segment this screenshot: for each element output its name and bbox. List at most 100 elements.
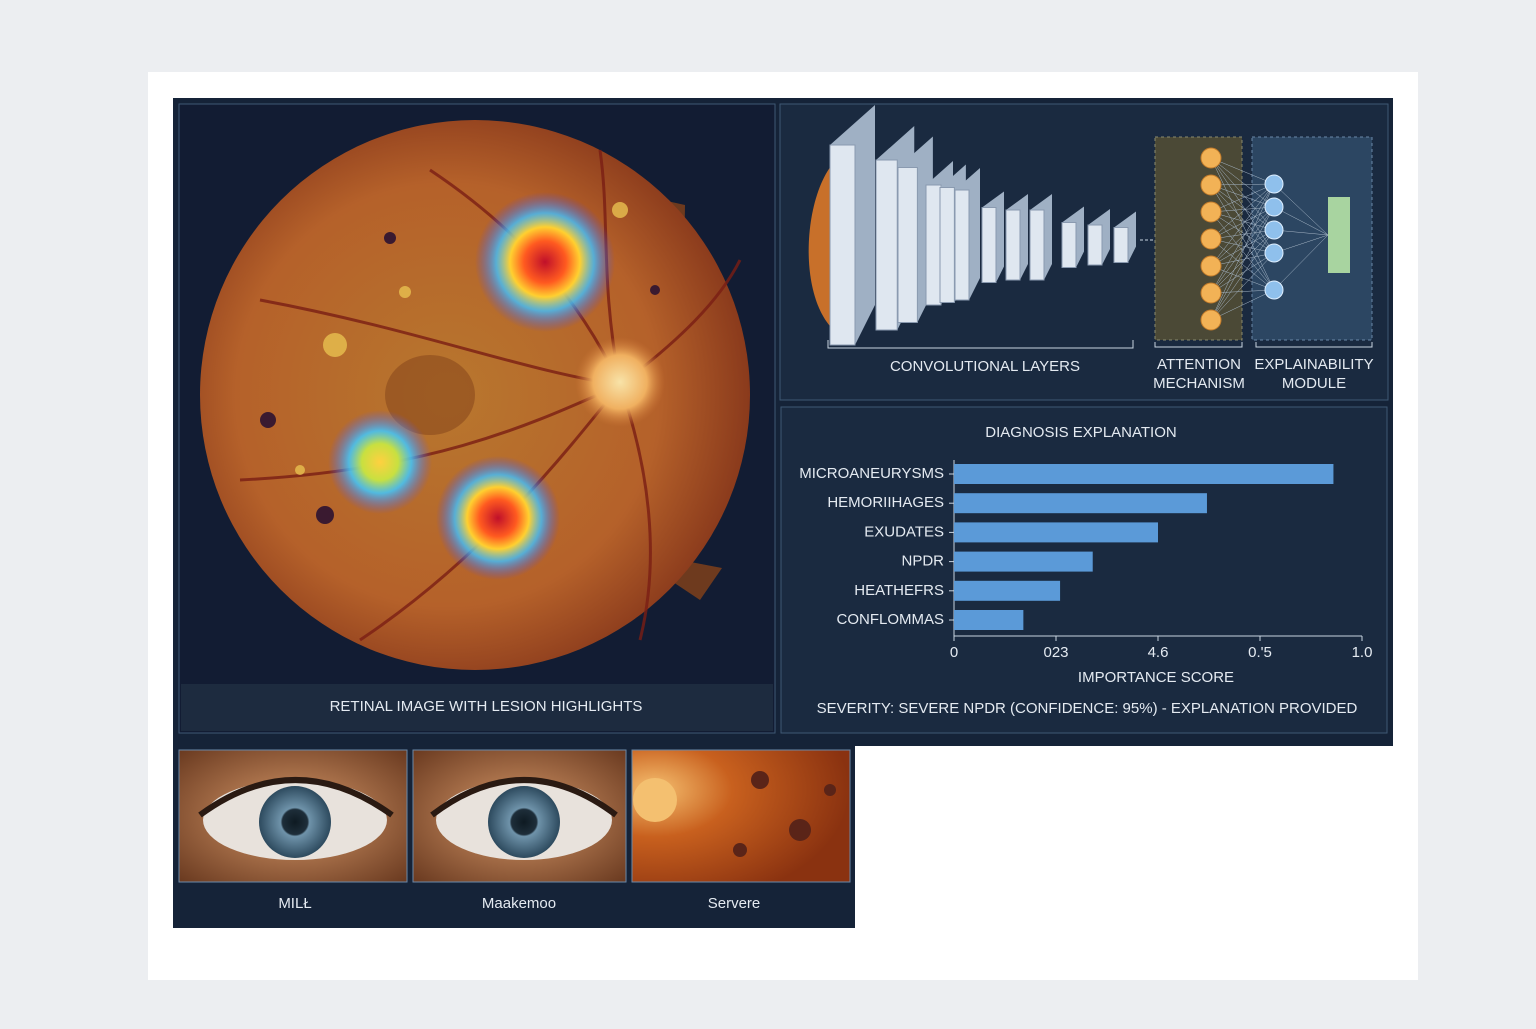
- edge: [1210, 183, 1275, 213]
- exudates: [295, 202, 628, 475]
- slab: [1061, 222, 1077, 268]
- edge: [1210, 183, 1275, 267]
- node: [1264, 220, 1284, 240]
- iris: [259, 786, 331, 858]
- node: [1200, 174, 1222, 196]
- y-tick-label: NPDR: [901, 553, 944, 570]
- explain-label: MODULE: [1282, 375, 1346, 392]
- attention-box: [1154, 136, 1243, 341]
- edge: [1273, 183, 1329, 236]
- slab: [1029, 209, 1045, 281]
- edge: [1210, 206, 1275, 294]
- edge: [1210, 157, 1275, 208]
- bracket: [827, 340, 1134, 349]
- slab: [1005, 209, 1021, 281]
- bar: [954, 464, 1334, 484]
- node: [1200, 201, 1222, 223]
- node: [1200, 147, 1222, 169]
- y-tick-label: EXUDATES: [864, 523, 944, 540]
- bar: [954, 580, 1061, 601]
- explain-box: [1251, 136, 1373, 341]
- edge: [1210, 206, 1275, 213]
- edge: [1210, 289, 1275, 294]
- bracket: [1154, 342, 1243, 348]
- conv-label: CONVOLUTIONAL LAYERS: [890, 358, 1080, 375]
- edge: [1210, 206, 1275, 267]
- edge: [1210, 211, 1275, 231]
- thumb-label: Maakemoo: [482, 895, 556, 912]
- edge: [1210, 211, 1275, 291]
- y-tick-label: CONFLOMMAS: [836, 611, 944, 628]
- edge: [1210, 229, 1275, 294]
- bar: [954, 551, 1093, 572]
- thumb-label: MILŁ: [278, 895, 311, 912]
- slab: [925, 184, 942, 306]
- edge: [1210, 184, 1275, 291]
- iris: [488, 786, 560, 858]
- y-tick-label: MICROANEURYSMS: [799, 465, 944, 482]
- heatmap: [475, 192, 615, 332]
- bracket: [1255, 342, 1373, 348]
- node: [1200, 228, 1222, 250]
- edge: [1210, 252, 1275, 294]
- heatmap: [328, 410, 432, 514]
- bar: [954, 522, 1158, 543]
- node: [1264, 280, 1284, 300]
- x-tick-label: 023: [1043, 644, 1068, 661]
- conv-layers: [829, 105, 1136, 346]
- edge: [1210, 157, 1275, 185]
- node: [1200, 282, 1222, 304]
- lesions: [733, 771, 836, 857]
- macula: [385, 355, 475, 435]
- x-tick-label: 1.0: [1352, 644, 1373, 661]
- edge: [1210, 157, 1275, 254]
- attention-label: MECHANISM: [1153, 375, 1245, 392]
- node: [1264, 174, 1284, 194]
- lid: [430, 777, 618, 818]
- attention-label: ATTENTION: [1157, 356, 1241, 373]
- hemorrhages: [260, 232, 660, 524]
- slab: [981, 207, 997, 283]
- edge: [1210, 183, 1275, 240]
- edge: [1210, 183, 1275, 294]
- edge: [1210, 206, 1275, 321]
- x-tick-label: 0.'5: [1248, 644, 1272, 661]
- edge: [1210, 183, 1275, 186]
- edge: [1273, 234, 1329, 291]
- edge: [1210, 229, 1275, 321]
- edge: [1210, 238, 1275, 291]
- retinal-caption: RETINAL IMAGE WITH LESION HIGHLIGHTS: [330, 698, 643, 715]
- edge: [1210, 238, 1275, 254]
- edge: [1210, 206, 1275, 240]
- lid: [198, 777, 394, 818]
- x-tick-label: 0: [950, 644, 958, 661]
- slab: [1113, 227, 1129, 263]
- edge: [1273, 206, 1329, 236]
- explain-label: EXPLAINABILITY: [1254, 356, 1373, 373]
- edge: [1210, 184, 1275, 208]
- edge: [1210, 289, 1275, 321]
- y-tick-label: HEATHEFRS: [854, 582, 944, 599]
- slab: [1087, 224, 1103, 266]
- bar-chart: 0 023 4.6 0.'5 1.0 MICROANEURYSMS HEMORIIHAGES…: [799, 460, 1372, 661]
- node: [1200, 255, 1222, 277]
- slab: [954, 189, 970, 301]
- edge: [1210, 157, 1275, 231]
- node: [1200, 309, 1222, 331]
- edge: [1210, 252, 1275, 267]
- edge: [1210, 211, 1275, 254]
- thumb-label: Servere: [708, 895, 761, 912]
- caption-bar: [181, 684, 773, 731]
- edge: [1210, 184, 1275, 254]
- edge: [1210, 183, 1275, 321]
- chart-title: DIAGNOSIS EXPLANATION: [985, 424, 1176, 441]
- slab: [875, 159, 898, 331]
- severity-text: SEVERITY: SEVERE NPDR (CONFIDENCE: 95%) …: [817, 700, 1358, 717]
- edge: [1210, 229, 1275, 267]
- heatmap: [436, 456, 560, 580]
- edge: [1210, 252, 1275, 321]
- node: [1264, 197, 1284, 217]
- optic-disc: [575, 337, 665, 427]
- output: [1328, 197, 1350, 273]
- y-tick-label: HEMORIIHAGES: [827, 494, 944, 511]
